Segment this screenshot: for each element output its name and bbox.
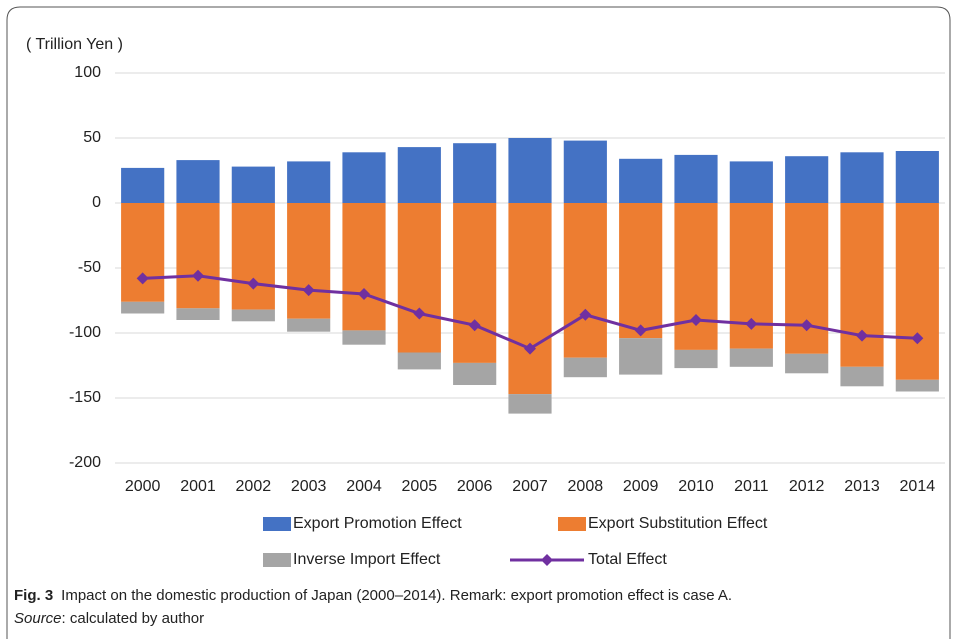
- bar: [342, 330, 386, 345]
- bar: [176, 203, 220, 309]
- bar: [231, 309, 275, 322]
- y-tick-label: -100: [69, 324, 101, 341]
- x-tick-label: 2006: [457, 478, 493, 495]
- y-tick-label: 0: [92, 194, 101, 211]
- marker: [690, 314, 702, 326]
- marker: [468, 319, 481, 332]
- x-tick-label: 2001: [180, 478, 216, 495]
- x-tick-label: 2013: [844, 478, 880, 495]
- x-tick-label: 2002: [236, 478, 272, 495]
- caption-text: Impact on the domestic production of Jap…: [61, 587, 732, 604]
- bar: [619, 203, 663, 339]
- marker: [745, 317, 758, 330]
- bar: [840, 203, 884, 367]
- bar: [895, 379, 939, 392]
- caption-label: Fig. 3: [14, 587, 53, 604]
- y-tick-label: 50: [83, 129, 101, 146]
- bar: [508, 138, 552, 203]
- marker: [524, 342, 536, 355]
- bar: [287, 203, 331, 319]
- legend-label: Export Promotion Effect: [293, 515, 462, 532]
- marker: [413, 307, 426, 320]
- marker: [302, 284, 315, 297]
- bar: [397, 147, 441, 203]
- x-tick-label: 2000: [125, 478, 161, 495]
- x-tick-label: 2005: [402, 478, 438, 495]
- x-tick-label: 2007: [512, 478, 548, 495]
- bar: [508, 394, 552, 414]
- y-axis-label: ( Trillion Yen ): [26, 36, 123, 53]
- legend-label: Export Substitution Effect: [588, 515, 768, 532]
- legend-swatch: [263, 517, 291, 531]
- bar: [397, 352, 441, 370]
- marker: [136, 272, 149, 285]
- bar: [895, 151, 939, 203]
- marker: [634, 324, 647, 337]
- bar: [729, 348, 773, 367]
- source: Source: calculated by author: [14, 610, 204, 627]
- y-tick-label: -50: [78, 259, 101, 276]
- bar: [895, 203, 939, 380]
- bar: [121, 167, 165, 203]
- bar: [121, 203, 165, 302]
- bar: [508, 203, 552, 395]
- bar: [231, 166, 275, 203]
- x-tick-label: 2014: [900, 478, 936, 495]
- bar: [453, 203, 497, 363]
- bar: [619, 158, 663, 203]
- bar: [453, 143, 497, 203]
- bar: [785, 156, 829, 203]
- bar: [287, 318, 331, 332]
- legend-swatch: [263, 553, 291, 567]
- marker: [856, 329, 868, 342]
- bar: [176, 160, 220, 203]
- y-tick-label: -150: [69, 389, 101, 406]
- bar: [342, 203, 386, 331]
- bar: [840, 152, 884, 203]
- bar: [121, 301, 165, 314]
- marker: [911, 332, 924, 345]
- bar: [674, 154, 718, 203]
- bar: [619, 338, 663, 375]
- y-tick-label: 100: [74, 64, 101, 81]
- x-tick-label: 2003: [291, 478, 327, 495]
- legend-label: Total Effect: [588, 551, 667, 568]
- x-tick-label: 2012: [789, 478, 825, 495]
- bar: [176, 308, 220, 320]
- bar: [674, 203, 718, 350]
- bar: [231, 203, 275, 310]
- marker: [247, 277, 260, 290]
- x-tick-label: 2011: [734, 478, 769, 495]
- marker: [358, 288, 370, 300]
- bar: [287, 161, 331, 203]
- y-tick-label: -200: [69, 454, 101, 471]
- marker: [192, 269, 204, 282]
- frame: [6, 6, 951, 639]
- caption: Fig. 3 Impact on the domestic production …: [14, 587, 732, 604]
- legend-swatch: [558, 517, 586, 531]
- bar: [342, 152, 386, 203]
- bar: [563, 140, 607, 203]
- bar: [397, 203, 441, 353]
- bar: [563, 203, 607, 358]
- x-tick-label: 2009: [623, 478, 659, 495]
- bar: [453, 362, 497, 385]
- x-tick-label: 2008: [568, 478, 604, 495]
- bar: [563, 357, 607, 378]
- legend-marker: [541, 554, 553, 566]
- legend-label: Inverse Import Effect: [293, 551, 441, 568]
- bar: [674, 349, 718, 369]
- x-tick-label: 2010: [678, 478, 714, 495]
- marker: [579, 308, 592, 321]
- source-text: : calculated by author: [62, 610, 205, 627]
- bar: [785, 353, 829, 374]
- marker: [800, 319, 813, 332]
- x-tick-label: 2004: [346, 478, 382, 495]
- source-label: Source: [14, 610, 62, 627]
- bar: [840, 366, 884, 387]
- bar: [729, 161, 773, 203]
